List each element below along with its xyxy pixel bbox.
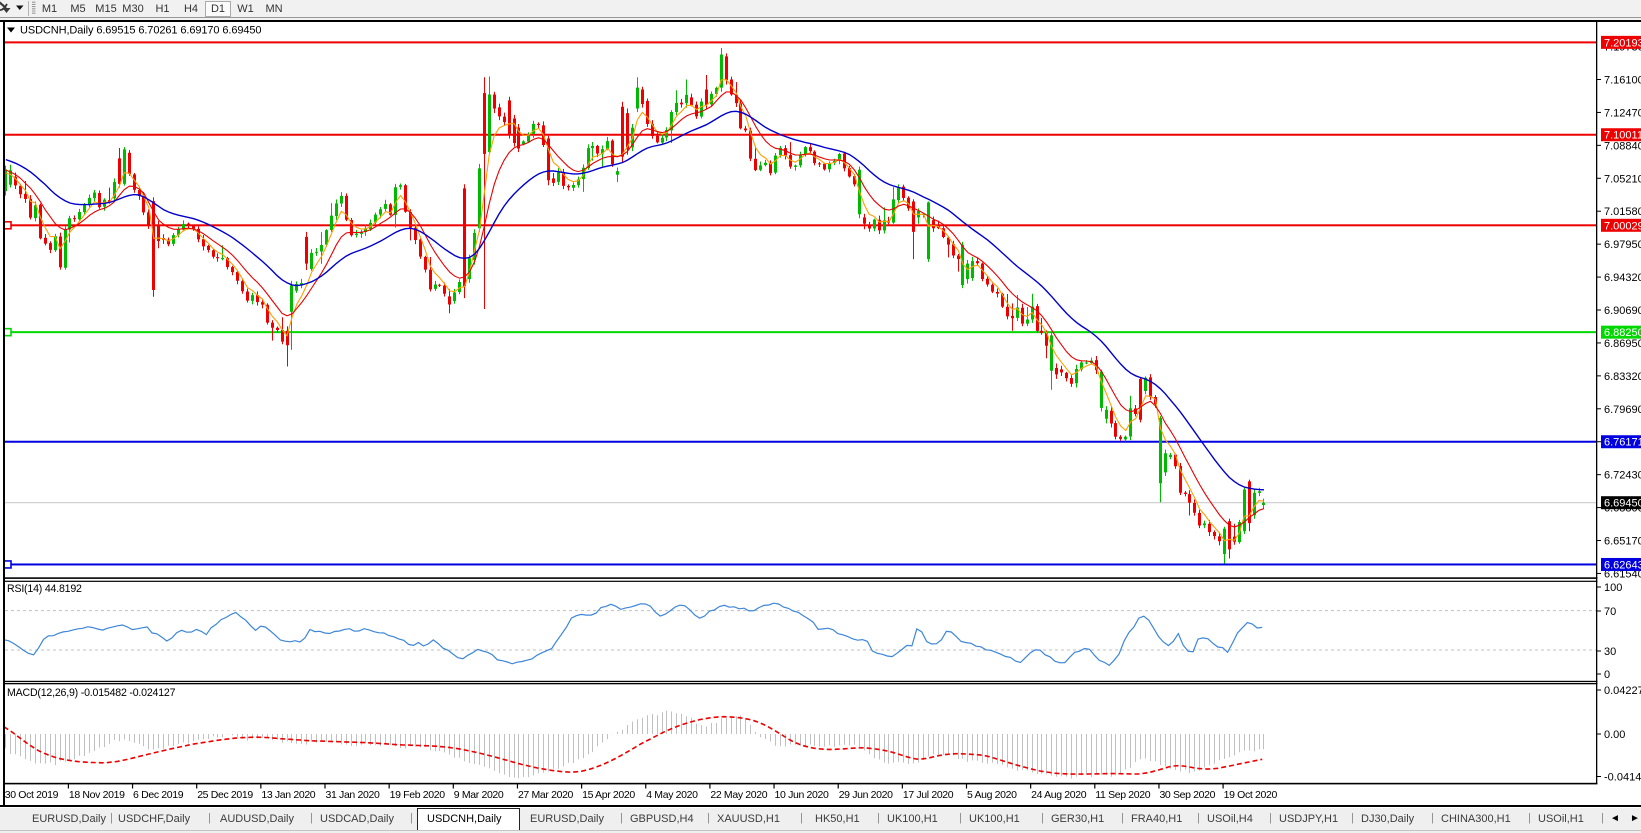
svg-text:7.10011: 7.10011: [1604, 130, 1641, 142]
svg-text:10 Jun 2020: 10 Jun 2020: [775, 789, 829, 801]
svg-text:0.00: 0.00: [1604, 729, 1625, 741]
svg-text:19 Oct 2020: 19 Oct 2020: [1224, 789, 1278, 801]
svg-text:70: 70: [1604, 606, 1616, 618]
svg-text:6 Dec 2019: 6 Dec 2019: [133, 789, 184, 801]
svg-text:30 Oct 2019: 30 Oct 2019: [5, 789, 59, 801]
svg-text:MACD(12,26,9) -0.015482 -0.024: MACD(12,26,9) -0.015482 -0.024127: [7, 687, 176, 699]
svg-text:-0.04148: -0.04148: [1604, 772, 1641, 784]
svg-text:7.12470: 7.12470: [1604, 107, 1641, 119]
svg-text:31 Jan 2020: 31 Jan 2020: [326, 789, 380, 801]
svg-text:RSI(14) 44.8192: RSI(14) 44.8192: [7, 583, 82, 595]
svg-text:6.69450: 6.69450: [1604, 498, 1641, 510]
svg-text:4 May 2020: 4 May 2020: [646, 789, 698, 801]
svg-text:0: 0: [1604, 669, 1610, 681]
svg-text:11 Sep 2020: 11 Sep 2020: [1095, 789, 1150, 801]
svg-text:30 Sep 2020: 30 Sep 2020: [1159, 789, 1215, 801]
svg-text:25 Dec 2019: 25 Dec 2019: [197, 789, 253, 801]
svg-text:9 Mar 2020: 9 Mar 2020: [454, 789, 504, 801]
svg-text:6.90690: 6.90690: [1604, 305, 1641, 317]
svg-text:13 Jan 2020: 13 Jan 2020: [261, 789, 315, 801]
svg-text:6.65170: 6.65170: [1604, 536, 1641, 548]
svg-text:0.042275: 0.042275: [1604, 685, 1641, 697]
svg-text:6.62643: 6.62643: [1604, 559, 1641, 571]
svg-text:15 Apr 2020: 15 Apr 2020: [582, 789, 635, 801]
svg-text:29 Jun 2020: 29 Jun 2020: [839, 789, 893, 801]
svg-text:6.97950: 6.97950: [1604, 239, 1641, 251]
svg-text:100: 100: [1604, 582, 1622, 594]
svg-text:USDCNH,Daily 6.69515 6.70261: USDCNH,Daily 6.69515 6.70261 6.69170 6.6…: [20, 25, 261, 37]
svg-text:27 Mar 2020: 27 Mar 2020: [518, 789, 574, 801]
svg-text:6.88250: 6.88250: [1604, 327, 1641, 339]
svg-text:6.72430: 6.72430: [1604, 470, 1641, 482]
svg-text:7.08840: 7.08840: [1604, 140, 1641, 152]
svg-text:19 Feb 2020: 19 Feb 2020: [390, 789, 446, 801]
svg-text:6.76171: 6.76171: [1604, 437, 1641, 449]
svg-text:22 May 2020: 22 May 2020: [710, 789, 767, 801]
svg-text:7.16100: 7.16100: [1604, 75, 1641, 87]
svg-text:6.94320: 6.94320: [1604, 272, 1641, 284]
svg-text:5 Aug 2020: 5 Aug 2020: [967, 789, 1017, 801]
svg-text:6.83320: 6.83320: [1604, 371, 1641, 383]
svg-text:6.86950: 6.86950: [1604, 338, 1641, 350]
svg-text:7.00029: 7.00029: [1604, 220, 1641, 232]
svg-text:6.61540: 6.61540: [1604, 568, 1641, 580]
svg-text:6.79690: 6.79690: [1604, 404, 1641, 416]
svg-text:18 Nov 2019: 18 Nov 2019: [69, 789, 125, 801]
svg-text:17 Jul 2020: 17 Jul 2020: [903, 789, 954, 801]
svg-text:7.05210: 7.05210: [1604, 173, 1641, 185]
svg-text:7.01580: 7.01580: [1604, 206, 1641, 218]
svg-text:24 Aug 2020: 24 Aug 2020: [1031, 789, 1087, 801]
svg-text:30: 30: [1604, 646, 1616, 658]
svg-text:7.20193: 7.20193: [1604, 37, 1641, 49]
